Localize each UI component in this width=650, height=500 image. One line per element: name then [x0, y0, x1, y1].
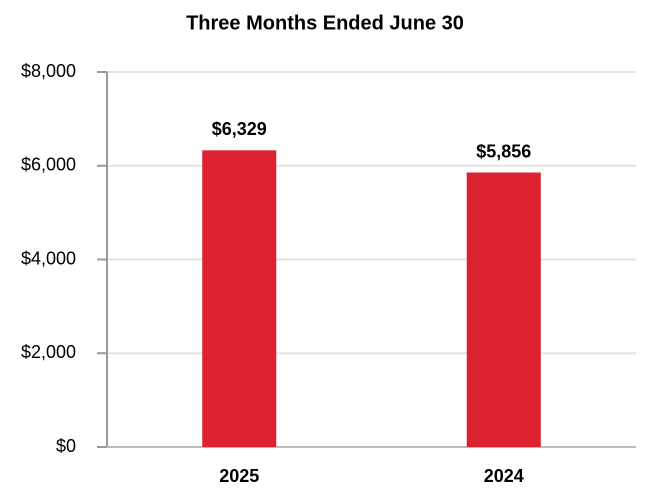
data-label: $6,329	[212, 119, 267, 139]
data-label: $5,856	[476, 141, 531, 161]
x-tick-label: 2024	[484, 466, 524, 486]
y-tick-label: $4,000	[21, 248, 76, 268]
bar	[202, 150, 277, 447]
y-tick-label: $8,000	[21, 61, 76, 81]
x-tick-label: 2025	[219, 466, 259, 486]
y-tick-label: $0	[56, 436, 76, 456]
y-tick-label: $2,000	[21, 342, 76, 362]
y-tick-label: $6,000	[21, 155, 76, 175]
chart-title: Three Months Ended June 30	[186, 12, 464, 34]
bar	[466, 172, 541, 447]
